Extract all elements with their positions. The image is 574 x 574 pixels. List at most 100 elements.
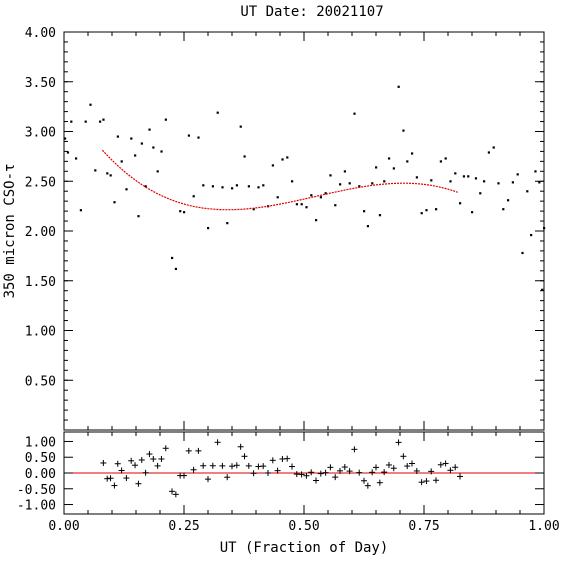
residual-point [313,477,319,484]
residual-point [395,439,402,446]
tau-data-point [160,150,163,153]
tau-data-point [207,227,210,230]
residual-point [205,476,211,483]
tau-data-point [375,166,378,169]
polynomial-fit-curve [101,149,458,211]
residual-point [390,465,397,472]
residual-point [298,471,305,478]
tau-data-point [221,186,224,189]
residual-y-tick-label: -0.50 [17,483,56,498]
main-panel: 0.50 1.00 1.50 2.00 2.50 3.00 3.50 4.00 [25,26,546,431]
tau-data-point [140,142,143,145]
residual-point [250,470,257,477]
tau-data-point [420,212,423,215]
tau-data-point [281,158,284,161]
tau-data-point [183,211,186,214]
residual-y-tick-label: 0.00 [25,467,56,482]
tau-data-point [371,182,374,185]
tau-data-point [534,170,537,173]
tau-data-point [415,176,418,179]
residual-point [376,479,383,486]
residual-point [269,457,276,464]
residual-point [418,479,425,486]
residual-panel: 1.000.500.00-0.50-1.00 0.00 0.25 0.50 0.75 1… [17,431,560,534]
residual-point [284,455,291,462]
residual-point [158,455,165,462]
residual-point [233,462,240,469]
tau-data-point [358,185,361,188]
tau-data-point [99,120,102,123]
residual-point [200,462,207,469]
tau-data-point [343,170,346,173]
main-y-tick-label: 0.50 [25,374,56,389]
residual-point [132,462,139,469]
residual-point [373,464,379,471]
tau-data-point [383,180,386,183]
residual-point [404,463,411,470]
main-y-tick-label: 1.00 [25,325,56,340]
residual-point [224,474,231,481]
chart-title: UT Date: 20021107 [240,4,383,20]
residual-point [332,474,339,481]
tau-data-point [487,151,490,154]
tau-data-point [113,201,116,204]
tau-data-point [467,175,470,178]
residual-point [237,443,244,450]
tau-data-point [497,182,500,185]
residual-point [154,462,161,469]
main-y-tick-label: 4.00 [25,26,56,41]
tau-data-point [226,222,229,225]
residual-point [322,469,329,476]
residual-point [107,475,114,482]
tau-data-point [339,183,342,186]
residual-point [100,459,107,466]
residual-point [181,472,187,479]
tau-data-point [202,184,205,187]
x-tick-label: 1.00 [528,519,559,534]
tau-data-point [492,146,495,149]
main-y-tick-label: 2.00 [25,225,56,240]
residual-point [219,462,226,469]
tau-data-point [479,192,482,195]
residual-point [209,462,216,469]
residual-point [162,445,169,452]
main-y-tick-label: 2.50 [25,175,56,190]
residual-point [341,464,348,471]
residual-point [123,475,130,482]
residual-point [114,460,121,467]
residual-point [437,461,444,468]
residual-point [289,463,295,470]
tau-data-point [106,172,109,175]
tau-data-point [439,160,442,163]
tau-data-point [459,202,462,205]
tau-data-point [305,206,308,209]
tau-data-point [295,203,298,206]
main-y-axis: 0.50 1.00 1.50 2.00 2.50 3.00 3.50 4.00 [25,26,544,421]
tau-data-point [411,152,414,155]
residual-point [364,482,371,489]
residual-y-tick-label: -1.00 [17,499,56,514]
tau-data-point [507,199,510,202]
tau-data-point [130,137,133,140]
tau-data-point [79,209,82,212]
residual-point [442,460,449,467]
x-tick-label: 0.25 [168,519,199,534]
tau-data-point [286,156,289,159]
tau-data-point [324,192,327,195]
tau-data-points [63,85,546,291]
tau-data-point [366,225,370,228]
tau-data-point [310,194,313,197]
residual-point [409,460,415,467]
residual-point [229,463,235,470]
tau-data-point [454,172,457,175]
residual-point [317,470,324,477]
tau-data-point [329,174,332,177]
tau-data-point [474,177,478,180]
tau-data-point [276,196,279,199]
tau-data-point [84,120,87,123]
residual-point [303,472,310,479]
residual-point [172,491,179,498]
residual-point [356,469,363,476]
tau-data-point [187,134,190,137]
